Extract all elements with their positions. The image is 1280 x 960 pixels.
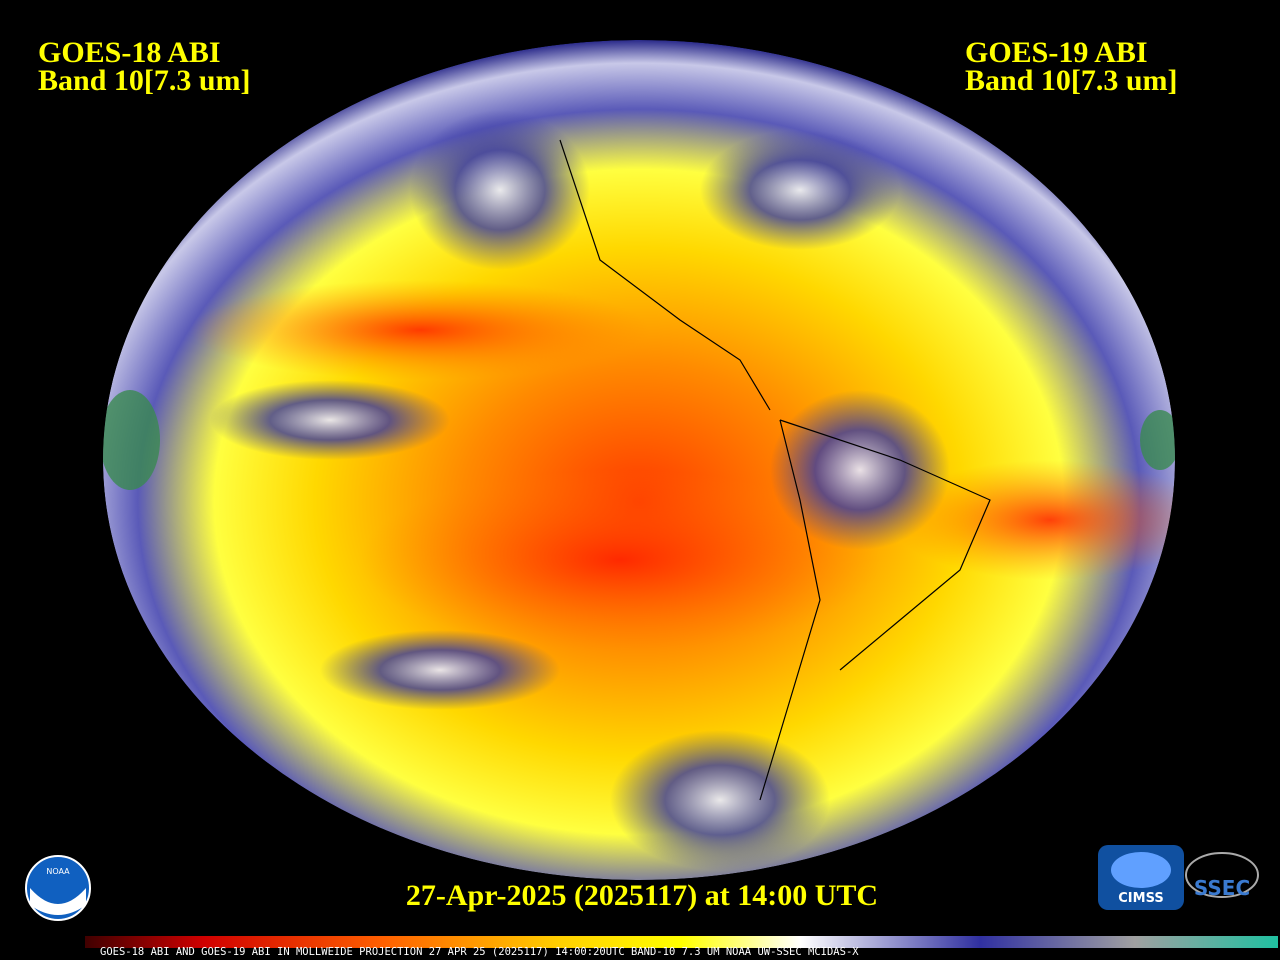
cimss-label: CIMSS [1118, 891, 1163, 906]
globe [103, 40, 1175, 880]
noaa-logo: NOAA [25, 855, 91, 921]
left-satellite: GOES-18 ABI [38, 36, 221, 69]
timestamp: 27-Apr-2025 (2025117) at 14:00 UTC [406, 879, 878, 912]
colorbar [85, 936, 1278, 948]
right-satellite: GOES-19 ABI [965, 36, 1148, 69]
ssec-logo: SSEC [1185, 852, 1259, 900]
left-band: Band 10[7.3 um] [38, 64, 251, 97]
noaa-label: NOAA [46, 867, 70, 876]
ssec-label: SSEC [1194, 876, 1250, 900]
cimss-logo: CIMSS [1098, 845, 1184, 910]
colorbar-caption: GOES-18 ABI AND GOES-19 ABI IN MOLLWEIDE… [100, 946, 859, 958]
right-band: Band 10[7.3 um] [965, 64, 1178, 97]
